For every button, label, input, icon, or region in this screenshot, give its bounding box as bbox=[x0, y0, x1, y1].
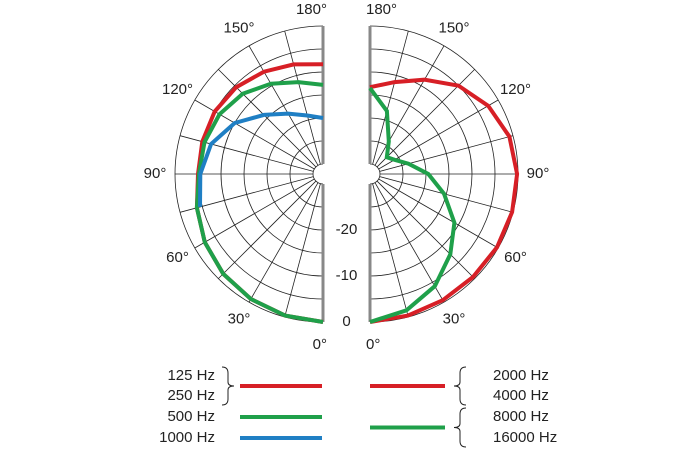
spoke bbox=[378, 178, 499, 249]
inner-circle bbox=[369, 163, 381, 185]
legend-label: 8000 Hz bbox=[493, 408, 549, 425]
angle-tick-label: 0° bbox=[366, 336, 380, 353]
legend-label: 1000 Hz bbox=[159, 429, 215, 446]
angle-tick-label: 120° bbox=[500, 81, 531, 98]
spoke bbox=[372, 30, 409, 165]
angle-tick-label: 30° bbox=[228, 310, 251, 327]
legend-label: 4000 Hz bbox=[493, 387, 549, 404]
angle-tick-label: 90° bbox=[527, 165, 550, 182]
spoke bbox=[378, 99, 499, 170]
spoke bbox=[179, 176, 314, 213]
spoke bbox=[284, 183, 321, 318]
inner-circle bbox=[312, 163, 324, 185]
spoke bbox=[379, 135, 514, 172]
spoke bbox=[372, 183, 409, 318]
angle-tick-label: 60° bbox=[504, 249, 527, 266]
angle-tick-label: 180° bbox=[296, 1, 327, 18]
angle-tick-label: 0° bbox=[313, 336, 327, 353]
legend-label: 250 Hz bbox=[167, 387, 215, 404]
polar-curve bbox=[194, 80, 324, 324]
legend-label: 16000 Hz bbox=[493, 429, 557, 446]
legend-brace bbox=[221, 366, 235, 406]
radial-tick-label: 0 bbox=[342, 313, 350, 330]
spoke bbox=[248, 45, 319, 166]
spoke bbox=[374, 182, 445, 303]
spoke bbox=[194, 178, 315, 249]
legend-label: 500 Hz bbox=[167, 408, 215, 425]
angle-tick-label: 120° bbox=[162, 81, 193, 98]
spoke bbox=[248, 182, 319, 303]
legend-brace bbox=[453, 366, 467, 406]
spoke bbox=[218, 180, 317, 279]
angle-tick-label: 30° bbox=[443, 310, 466, 327]
polar-curve bbox=[368, 86, 457, 324]
angle-tick-label: 180° bbox=[366, 1, 397, 18]
angle-tick-label: 60° bbox=[166, 249, 189, 266]
polar-curve bbox=[198, 111, 324, 207]
spoke bbox=[376, 180, 475, 279]
spoke bbox=[194, 99, 315, 170]
spoke bbox=[218, 69, 317, 168]
legend-label: 125 Hz bbox=[167, 367, 215, 384]
radial-tick-label: -20 bbox=[336, 221, 358, 238]
radial-tick-label: -10 bbox=[336, 267, 358, 284]
spoke bbox=[284, 30, 321, 165]
angle-tick-label: 150° bbox=[223, 19, 254, 36]
polar-curve bbox=[369, 77, 520, 324]
legend-label: 2000 Hz bbox=[493, 367, 549, 384]
angle-tick-label: 90° bbox=[144, 165, 167, 182]
angle-tick-label: 150° bbox=[438, 19, 469, 36]
legend-brace bbox=[453, 407, 467, 448]
